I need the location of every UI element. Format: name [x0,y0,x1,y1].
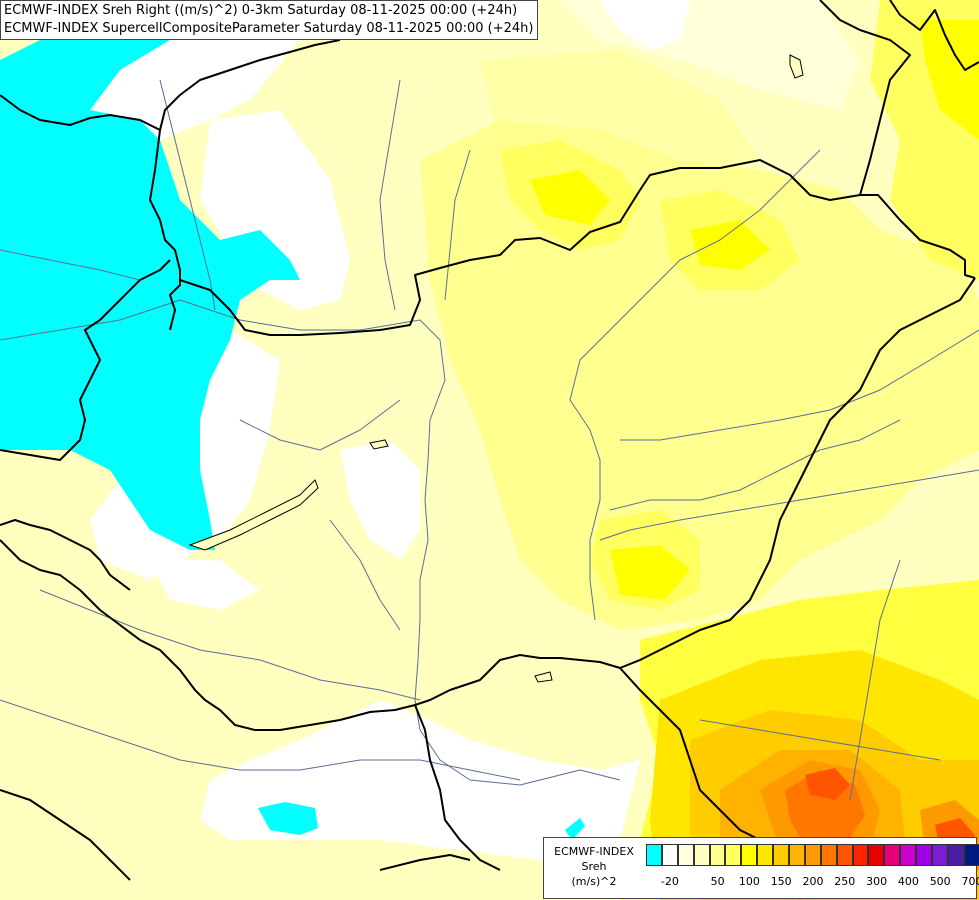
river-morava [159,79,216,311]
border-ukraine-romania-north [860,194,976,279]
legend-swatch [868,844,885,866]
river-sava [0,699,521,781]
border-northeast-spike [889,0,979,71]
legend-swatch [884,844,901,866]
field-yellow-light-band [420,120,979,630]
legend-line3: (m/s)^2 [571,875,617,888]
legend-swatch [757,844,774,866]
legend-line2: Sreh [581,860,607,873]
border-north-west [0,39,341,131]
legend-swatches [646,844,979,866]
field-yellow-core-b [690,220,770,270]
country-borders [0,0,979,881]
river-cris [609,419,901,511]
field-red-core [805,768,850,800]
border-serbia-romania [619,667,761,841]
legend-tick-label: 500 [929,875,951,888]
border-czech-austria [149,129,181,331]
border-hungary-romania [619,277,976,669]
field-white-northeast [600,0,690,50]
lake-small-2 [534,671,553,683]
field-yellow-core-a [530,170,610,225]
legend-line1: ECMWF-INDEX [554,845,634,858]
legend-swatch [820,844,837,866]
border-north-east [819,0,911,196]
legend-swatch [916,844,933,866]
legend-swatch [677,844,694,866]
map-title-line1: ECMWF-INDEX Sreh Right ((m/s)^2) 0-3km S… [4,3,518,18]
river-raba [239,399,401,451]
legend-tick-label: 150 [770,875,792,888]
legend-swatch [646,844,662,866]
border-serbia-bosnia [414,704,501,871]
legend-swatch [773,844,790,866]
lake-small-1 [369,439,389,450]
legend-tick-label: 700 [961,875,979,888]
river-south-east [699,719,941,761]
map-title-line2: ECMWF-INDEX SupercellCompositeParameter … [4,21,534,36]
field-white-west-pocket [340,440,420,560]
field-yellow-south-core [610,545,690,600]
legend-tick-label: 300 [866,875,888,888]
field-cyan-small-south [565,818,585,840]
border-south [379,854,471,871]
legend-swatch [947,844,964,866]
river-olt [849,559,901,801]
legend-tick-label: 100 [738,875,760,888]
river-danube [0,299,621,786]
field-yellow-east-edge-core [920,20,979,140]
rivers [0,79,979,801]
legend-swatch [709,844,726,866]
legend-tick-label: 50 [710,875,725,888]
lake-balaton [188,479,319,551]
legend-swatch [900,844,917,866]
border-austria-slovenia [0,259,171,461]
river-somes [620,329,979,441]
river-mures [599,469,979,541]
legend-swatch [932,844,948,866]
river-west [0,249,141,281]
river-hron [444,149,471,301]
legend-name: ECMWF-INDEX Sreh (m/s)^2 [544,844,644,889]
river-vah [379,79,401,311]
legend-ticks: -20 50 100 150 200 250 300 400 500 700 [646,875,979,889]
legend-tick-label: 250 [834,875,856,888]
river-drava [39,589,421,701]
legend-swatch [852,844,869,866]
legend-tick-label: -20 [660,875,679,888]
river-tisza [569,149,821,621]
field-white-southwest [150,560,260,610]
legend-swatch [693,844,710,866]
border-southwest [0,789,131,881]
border-austria-slovakia-hungary [179,159,861,336]
map-title-box: ECMWF-INDEX Sreh Right ((m/s)^2) 0-3km S… [0,0,539,40]
legend-swatch [963,844,979,866]
field-cyan-islet-west [0,180,12,222]
border-slovenia-croatia [0,519,131,591]
legend-swatch [725,844,742,866]
color-legend: ECMWF-INDEX Sreh (m/s)^2 -20 50 100 150 200 2… [543,837,979,899]
legend-swatch [804,844,821,866]
border-hungary-serbia-croatia [0,539,621,731]
legend-swatch [741,844,758,866]
legend-swatch [789,844,805,866]
field-cyan-south-patch [258,802,318,835]
legend-tick-label: 400 [897,875,919,888]
river-sio [329,519,401,631]
legend-swatch [836,844,853,866]
legend-swatch [661,844,678,866]
lake-small-3 [789,54,804,79]
legend-tick-label: 200 [802,875,824,888]
